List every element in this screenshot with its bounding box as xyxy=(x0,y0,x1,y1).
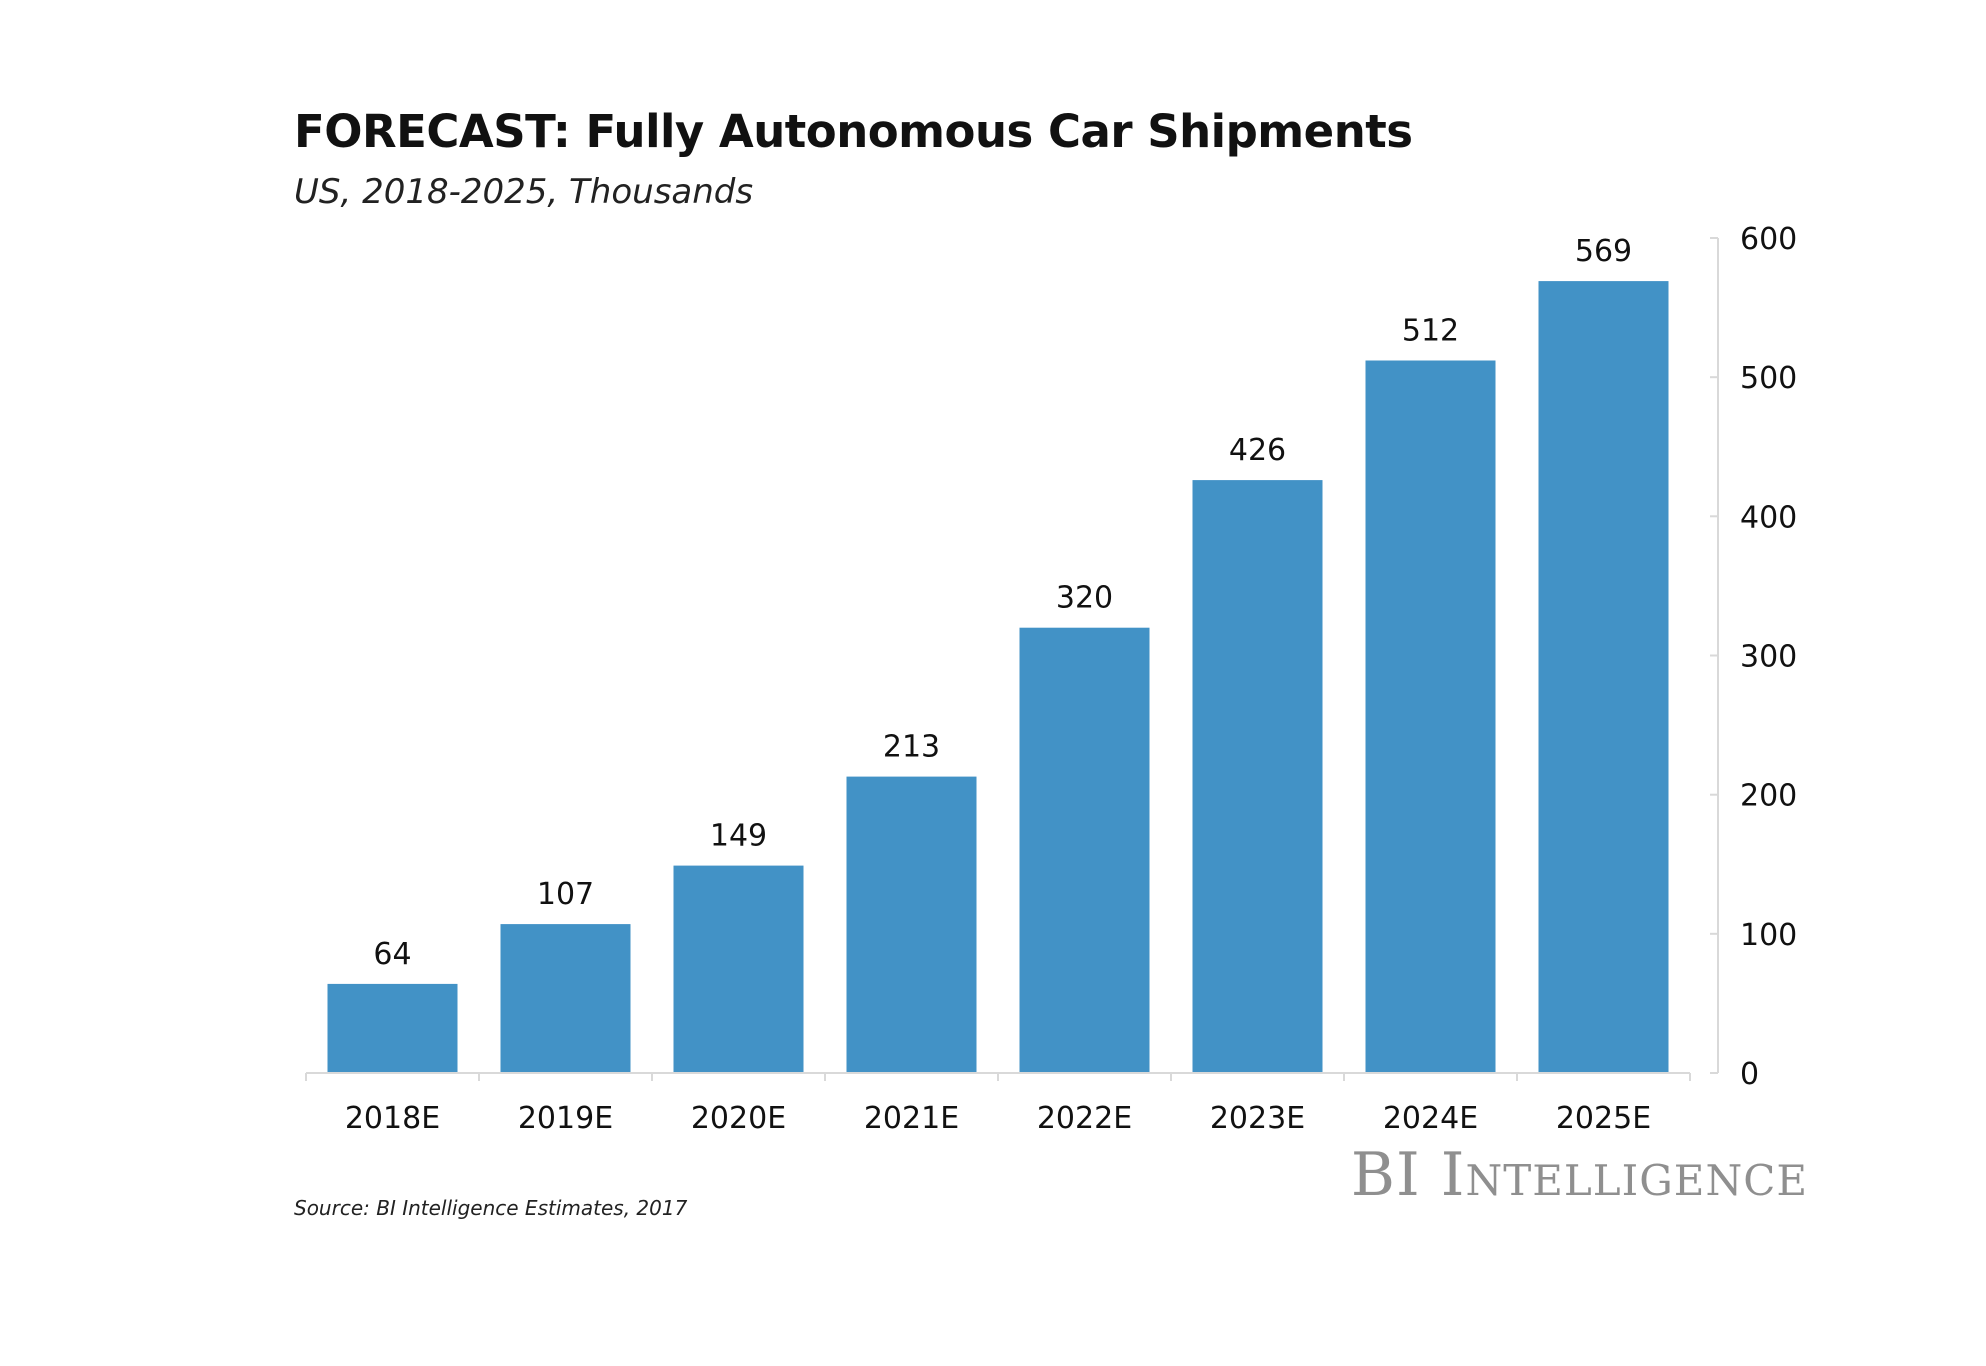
x-tick-label-2020E: 2020E xyxy=(691,1101,786,1136)
bar-2023E xyxy=(1192,480,1323,1074)
y-tick-label-600: 600 xyxy=(1740,222,1797,257)
data-label-2018E: 64 xyxy=(373,937,411,972)
data-label-2021E: 213 xyxy=(883,730,940,765)
data-label-2022E: 320 xyxy=(1056,581,1113,616)
chart-title: FORECAST: Fully Autonomous Car Shipments xyxy=(294,105,1413,158)
bar-2025E xyxy=(1538,281,1669,1074)
labels-layer: 64 2018E 107 2019E 149 2020E 213 2021E 320 2022E 4… xyxy=(345,222,1797,1136)
x-tick-label-2024E: 2024E xyxy=(1383,1101,1478,1136)
bar-2022E xyxy=(1019,627,1150,1073)
data-label-2019E: 107 xyxy=(537,877,594,912)
x-tick-label-2022E: 2022E xyxy=(1037,1101,1132,1136)
data-label-2023E: 426 xyxy=(1229,433,1286,468)
bars-layer xyxy=(327,281,1669,1074)
y-tick-label-200: 200 xyxy=(1740,779,1797,814)
brand-logo: BI Intelligence xyxy=(1350,1140,1808,1210)
data-label-2020E: 149 xyxy=(710,819,767,854)
y-tick-label-500: 500 xyxy=(1740,361,1797,396)
x-tick-label-2021E: 2021E xyxy=(864,1101,959,1136)
bar-2018E xyxy=(327,983,458,1073)
axis-layer xyxy=(305,237,1719,1081)
y-tick-label-0: 0 xyxy=(1740,1057,1759,1092)
x-tick-label-2025E: 2025E xyxy=(1556,1101,1651,1136)
bar-2019E xyxy=(500,924,631,1073)
y-tick-label-300: 300 xyxy=(1740,640,1797,675)
bar-2020E xyxy=(673,865,804,1073)
y-tick-label-100: 100 xyxy=(1740,918,1797,953)
x-tick-label-2018E: 2018E xyxy=(345,1101,440,1136)
bar-2024E xyxy=(1365,360,1496,1073)
source-note: Source: BI Intelligence Estimates, 2017 xyxy=(294,1196,688,1220)
x-tick-label-2019E: 2019E xyxy=(518,1101,613,1136)
x-tick-label-2023E: 2023E xyxy=(1210,1101,1305,1136)
chart-subtitle: US, 2018-2025, Thousands xyxy=(294,172,754,212)
data-label-2024E: 512 xyxy=(1402,314,1459,349)
y-tick-label-400: 400 xyxy=(1740,500,1797,535)
data-label-2025E: 569 xyxy=(1575,234,1632,269)
bar-2021E xyxy=(846,776,977,1073)
